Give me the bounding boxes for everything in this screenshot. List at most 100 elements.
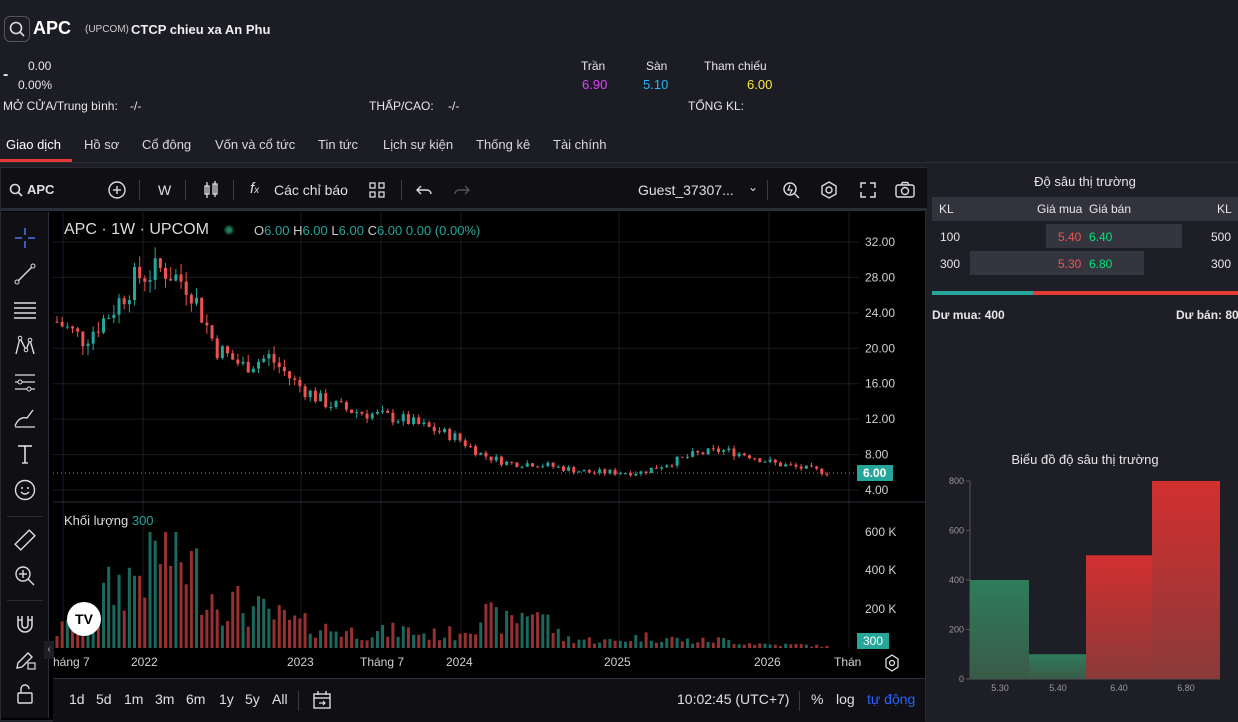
volume-bar	[727, 640, 731, 648]
symbol-search[interactable]: APC	[27, 182, 55, 197]
zoom-in-icon[interactable]	[13, 564, 37, 588]
search-icon[interactable]	[9, 183, 23, 197]
volume-bar	[231, 591, 235, 648]
buy-remaining: Dư mua: 400	[932, 308, 1005, 322]
redo-icon[interactable]	[453, 181, 471, 199]
range-5y[interactable]: 5y	[245, 691, 260, 707]
tab-capital-dividend[interactable]: Vốn và cổ tức	[215, 137, 296, 152]
volume-bar	[360, 640, 364, 648]
volume-bar	[386, 636, 390, 648]
compare-plus-icon[interactable]	[107, 180, 127, 200]
x-tick-label: 5.30	[991, 683, 1009, 693]
volume-bar	[71, 630, 75, 648]
emoji-icon[interactable]	[13, 478, 37, 502]
divider	[185, 180, 186, 200]
tab-finance[interactable]: Tài chính	[553, 137, 607, 152]
candle-body	[319, 393, 323, 402]
range-3m[interactable]: 3m	[155, 691, 175, 707]
volume-bar	[784, 643, 788, 648]
candle-body	[148, 279, 152, 282]
volume-bar	[582, 639, 586, 648]
magnet-icon[interactable]	[13, 612, 37, 636]
brush-icon[interactable]	[13, 406, 37, 430]
range-5d[interactable]: 5d	[96, 691, 112, 707]
time-tick: háng 7	[53, 655, 90, 669]
candle-body	[174, 274, 178, 281]
tab-shareholders[interactable]: Cổ đông	[142, 137, 192, 152]
tab-profile[interactable]: Hồ sơ	[84, 137, 120, 152]
candle-body	[386, 410, 390, 413]
volume-bar	[107, 566, 111, 648]
volume-bar	[680, 641, 684, 648]
axis-settings-icon[interactable]	[883, 654, 901, 672]
log-toggle[interactable]: log	[836, 691, 855, 707]
volume-bar	[324, 623, 328, 648]
volume-bar	[215, 609, 219, 648]
volume-bar	[794, 643, 798, 648]
tab-statistics[interactable]: Thống kê	[476, 137, 531, 152]
undo-icon[interactable]	[415, 181, 433, 199]
price-tick: 20.00	[865, 341, 895, 355]
user-menu[interactable]: Guest_37307...	[638, 182, 734, 198]
range-1d[interactable]: 1d	[69, 691, 85, 707]
candle-body	[200, 297, 204, 323]
horizontal-lines-icon[interactable]	[13, 298, 37, 322]
chevron-down-icon[interactable]: ⌄	[748, 180, 759, 194]
candle-body	[499, 456, 503, 465]
candle-body	[391, 412, 395, 423]
interval-selector[interactable]: W	[158, 182, 172, 198]
fullscreen-icon[interactable]	[858, 180, 878, 200]
goto-date-icon[interactable]	[311, 689, 333, 711]
candle-body	[763, 461, 767, 463]
volume-bar	[804, 644, 808, 648]
ask-price: 6.80	[1089, 257, 1113, 271]
candle-body	[618, 473, 622, 475]
volume-bar	[282, 609, 286, 648]
price-tick: 8.00	[865, 448, 889, 462]
ticker: APC	[33, 18, 72, 38]
depth-bar-chart[interactable]: 800 600 400 200 0 5.30 5.40 6.40 6.80	[932, 467, 1238, 721]
layout-grid-icon[interactable]	[368, 181, 386, 199]
tab-trading[interactable]: Giao dịch	[6, 137, 61, 152]
volume-bar	[422, 633, 426, 648]
crosshair-icon[interactable]	[13, 226, 37, 250]
auto-scale-toggle[interactable]: tự động	[867, 691, 916, 707]
range-6m[interactable]: 6m	[186, 691, 206, 707]
toolbar-divider	[7, 516, 43, 517]
candle-body	[272, 354, 276, 363]
trend-line-icon[interactable]	[13, 262, 37, 286]
range-1m[interactable]: 1m	[124, 691, 144, 707]
drawing-toolbar	[1, 212, 49, 718]
volume-bar	[711, 642, 715, 648]
fib-tool-icon[interactable]	[13, 370, 37, 394]
ask-volume: 500	[1211, 230, 1232, 244]
pattern-icon[interactable]	[13, 334, 37, 358]
volume-bar	[577, 639, 581, 648]
volume-bar	[639, 641, 643, 648]
tab-events[interactable]: Lịch sự kiện	[383, 137, 454, 152]
settings-icon[interactable]	[819, 180, 839, 200]
volume-bar	[458, 633, 462, 648]
clock[interactable]: 10:02:45 (UTC+7)	[677, 691, 790, 707]
range-1y[interactable]: 1y	[219, 691, 234, 707]
camera-icon[interactable]	[894, 180, 916, 200]
price-chart[interactable]: 32.00 28.00 24.00 20.00 16.00 12.00 8.00 4.00 6.…	[53, 212, 925, 678]
percent-toggle[interactable]: %	[811, 691, 824, 707]
volume-bar	[200, 614, 204, 648]
candle-body	[629, 473, 633, 476]
volume-bar	[334, 631, 338, 648]
quick-search-icon[interactable]	[781, 180, 801, 200]
search-button[interactable]	[4, 16, 30, 42]
tab-news[interactable]: Tin tức	[318, 137, 359, 152]
text-tool-icon[interactable]	[13, 442, 37, 466]
pencil-lock-icon[interactable]	[13, 648, 37, 672]
candle-body	[453, 433, 457, 440]
collapse-toolbar-button[interactable]: ‹	[44, 641, 54, 659]
candle-body	[510, 461, 514, 463]
range-all[interactable]: All	[272, 691, 288, 707]
candle-type-icon[interactable]	[201, 180, 221, 200]
lock-icon[interactable]	[13, 682, 37, 706]
tradingview-logo[interactable]: TV	[67, 602, 101, 636]
indicators-button[interactable]: Các chỉ báo	[274, 182, 348, 198]
ruler-icon[interactable]	[13, 528, 37, 552]
